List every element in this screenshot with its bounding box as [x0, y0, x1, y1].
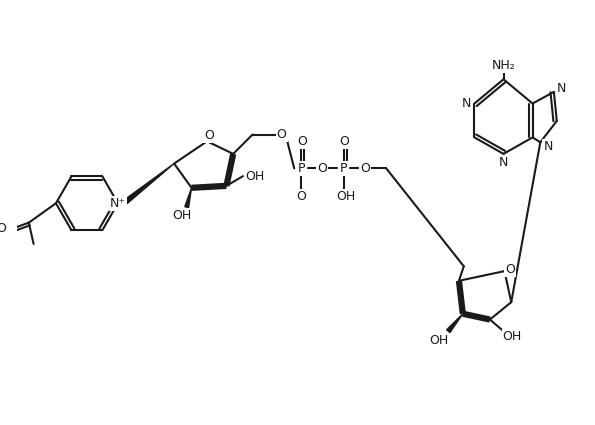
Text: OH: OH: [429, 334, 448, 347]
Text: O: O: [0, 222, 7, 235]
Text: O: O: [317, 162, 327, 175]
Text: O: O: [505, 263, 515, 276]
Text: N: N: [543, 140, 553, 153]
Text: OH: OH: [336, 190, 355, 203]
Text: O: O: [204, 129, 214, 142]
Text: O: O: [360, 162, 370, 175]
Text: O: O: [297, 135, 307, 148]
Text: O: O: [277, 128, 287, 141]
Polygon shape: [447, 314, 463, 333]
Polygon shape: [185, 188, 192, 208]
Polygon shape: [122, 164, 174, 205]
Text: NH₂: NH₂: [491, 59, 515, 72]
Text: N: N: [557, 82, 566, 94]
Text: OH: OH: [503, 331, 522, 343]
Text: N⁺: N⁺: [110, 197, 126, 210]
Text: P: P: [340, 162, 347, 175]
Text: OH: OH: [172, 210, 192, 222]
Text: N: N: [499, 156, 508, 169]
Text: O: O: [296, 190, 306, 203]
Text: O: O: [340, 135, 349, 148]
Text: N: N: [462, 97, 471, 110]
Text: P: P: [298, 162, 305, 175]
Text: OH: OH: [245, 170, 264, 183]
